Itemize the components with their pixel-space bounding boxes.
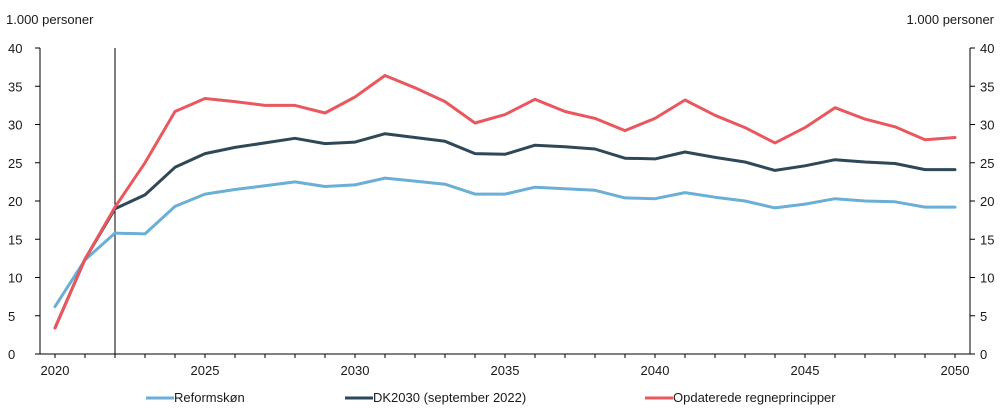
x-tick-label: 2025 [191, 363, 220, 378]
left-y-tick-label: 25 [8, 156, 22, 171]
series-line-2 [53, 132, 957, 330]
right-y-tick-label: 0 [980, 347, 987, 362]
x-axis: 2020 2025 2030 2035 2040 2045 2050 [40, 353, 970, 378]
x-tick-label: 2040 [641, 363, 670, 378]
right-axis-unit-label: 1.000 personer [907, 12, 995, 27]
x-tick-label: 2050 [941, 363, 970, 378]
right-y-tick-label: 35 [980, 79, 994, 94]
left-y-tick-label: 20 [8, 194, 22, 209]
left-y-tick-label: 0 [8, 347, 15, 362]
left-y-axis: 0 5 10 15 20 25 30 35 40 [8, 41, 41, 362]
right-y-tick-label: 15 [980, 232, 994, 247]
x-tick-label: 2020 [41, 363, 70, 378]
left-y-tick-label: 10 [8, 271, 22, 286]
series-line-1 [53, 176, 957, 309]
left-y-tick-label: 5 [8, 309, 15, 324]
legend-label: Opdaterede regneprincipper [673, 390, 836, 405]
legend-label: DK2030 (september 2022) [373, 390, 526, 405]
left-y-tick-label: 40 [8, 41, 22, 56]
x-tick-label: 2045 [791, 363, 820, 378]
right-y-tick-label: 40 [980, 41, 994, 56]
legend: Reformskøn DK2030 (september 2022) Opdater… [146, 390, 836, 405]
right-y-tick-label: 30 [980, 118, 994, 133]
x-tick-label: 2030 [341, 363, 370, 378]
left-y-tick-label: 35 [8, 79, 22, 94]
left-y-tick-label: 30 [8, 118, 22, 133]
right-y-tick-label: 10 [980, 271, 994, 286]
legend-label: Reformskøn [174, 390, 245, 405]
right-y-tick-label: 5 [980, 309, 987, 324]
left-y-tick-label: 15 [8, 232, 22, 247]
right-y-tick-label: 20 [980, 194, 994, 209]
series-layer [53, 74, 957, 330]
right-y-tick-label: 25 [980, 156, 994, 171]
left-axis-unit-label: 1.000 personer [6, 12, 94, 27]
series-line-3 [53, 74, 957, 330]
right-y-axis: 0 5 10 15 20 25 30 35 40 [969, 41, 994, 362]
x-tick-label: 2035 [491, 363, 520, 378]
